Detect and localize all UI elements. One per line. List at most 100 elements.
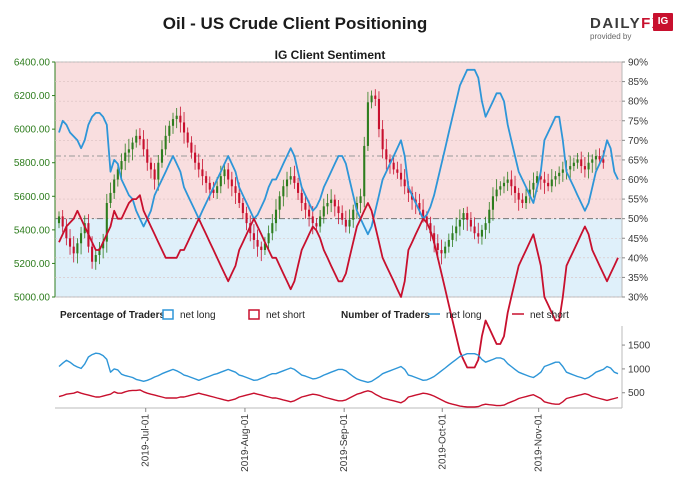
candle-body (525, 196, 528, 203)
date-tick-label: 2019-Aug-01 (240, 414, 251, 472)
candle-body (227, 169, 230, 180)
candle-body (396, 169, 399, 173)
candle-body (341, 213, 344, 220)
candle-body (197, 162, 200, 170)
candle-body (591, 159, 594, 163)
brand-sub: provided by (590, 32, 632, 41)
candle-body (238, 192, 241, 203)
candle-body (403, 179, 406, 187)
legend-long-label: net long (180, 310, 216, 321)
candle-body (363, 145, 366, 197)
candle-body (521, 199, 524, 203)
candle-body (102, 241, 105, 249)
candle-body (491, 196, 495, 210)
traders-tick-label: 500 (628, 388, 645, 399)
percent-tick-label: 45% (628, 234, 648, 245)
percent-tick-label: 65% (628, 155, 648, 166)
candle-body (149, 162, 152, 170)
price-axis: 6400.00 6200.00 6000.00 5800.00 5600.00 5400.… (14, 58, 55, 304)
upper-percentage-lines (58, 68, 619, 369)
price-tick-label: 5400.00 (14, 225, 51, 236)
net-short-traders-line (58, 389, 619, 408)
candle-body (319, 216, 322, 227)
percent-tick-label: 80% (628, 97, 648, 108)
candle-body (57, 216, 61, 224)
percent-tick-label: 50% (628, 214, 648, 225)
candle-body (466, 213, 469, 220)
candle-body (477, 233, 480, 237)
candle-body (223, 169, 226, 177)
candle-body (580, 159, 583, 167)
candle-body (216, 186, 219, 193)
candle-body (539, 176, 542, 180)
lower-trader-lines (58, 352, 619, 408)
date-tick-label: 2019-Sep-01 (339, 414, 350, 472)
candle-body (418, 203, 421, 210)
candle-body (208, 182, 211, 190)
price-tick-label: 6200.00 (14, 91, 51, 102)
candle-body (293, 176, 296, 183)
candle-body (429, 223, 432, 234)
lower-panel-frame (55, 326, 623, 409)
candle-body (359, 196, 362, 203)
candle-body (142, 139, 145, 150)
candle-body (513, 186, 517, 193)
price-tick-label: 5200.00 (14, 259, 51, 270)
candle-body (499, 186, 502, 190)
candle-body (311, 216, 314, 224)
candle-body (186, 132, 189, 143)
candle-body (594, 156, 597, 160)
candle-body (510, 179, 513, 187)
candle-body (326, 203, 329, 207)
candle-body (263, 243, 266, 250)
candle-body (543, 179, 546, 183)
candle-body (245, 213, 248, 224)
candle-body (274, 209, 278, 224)
legend-pct-label: Percentage of Traders (60, 310, 165, 321)
legend-num-label: Number of Traders (341, 310, 430, 321)
candle-body (65, 226, 68, 239)
candle-body (113, 179, 116, 193)
candle-body (550, 179, 553, 187)
candle-body (488, 209, 491, 224)
candle-body (506, 179, 509, 183)
candle-body (425, 216, 428, 224)
candle-body (385, 149, 388, 160)
candle-body (241, 203, 244, 214)
candle-body (256, 239, 259, 247)
candle-body (495, 189, 498, 197)
candle-body (68, 238, 72, 247)
candle-body (569, 166, 572, 170)
candle-body (179, 115, 182, 123)
candle-body (532, 182, 535, 190)
candle-body (433, 233, 436, 244)
candle-body (322, 206, 325, 217)
candle-body (444, 246, 447, 254)
candle-body (124, 152, 127, 162)
ig-badge: IG (653, 13, 673, 31)
candle-body (587, 162, 590, 170)
candle-body (374, 95, 377, 99)
net-short-percentage-line (58, 194, 619, 369)
candle-body (164, 135, 167, 150)
candle-body (602, 159, 605, 163)
dailyfx-logo: DAILYFX provided by IG (590, 13, 676, 45)
candle-body (547, 182, 550, 187)
candle-body (352, 209, 355, 220)
candle-body (392, 162, 395, 170)
percent-tick-label: 75% (628, 116, 648, 127)
candle-body (278, 196, 281, 210)
candle-body (205, 176, 208, 183)
traders-tick-label: 1000 (628, 364, 651, 375)
candle-body (230, 179, 233, 187)
price-tick-label: 5800.00 (14, 158, 51, 169)
candle-body (252, 233, 255, 240)
candle-body (576, 159, 579, 163)
percent-tick-label: 85% (628, 77, 648, 88)
candle-body (120, 161, 123, 170)
candle-body (308, 209, 311, 217)
candle-body (131, 142, 134, 150)
candle-body (348, 219, 351, 227)
candle-body (135, 135, 138, 143)
candle-body (388, 159, 392, 163)
